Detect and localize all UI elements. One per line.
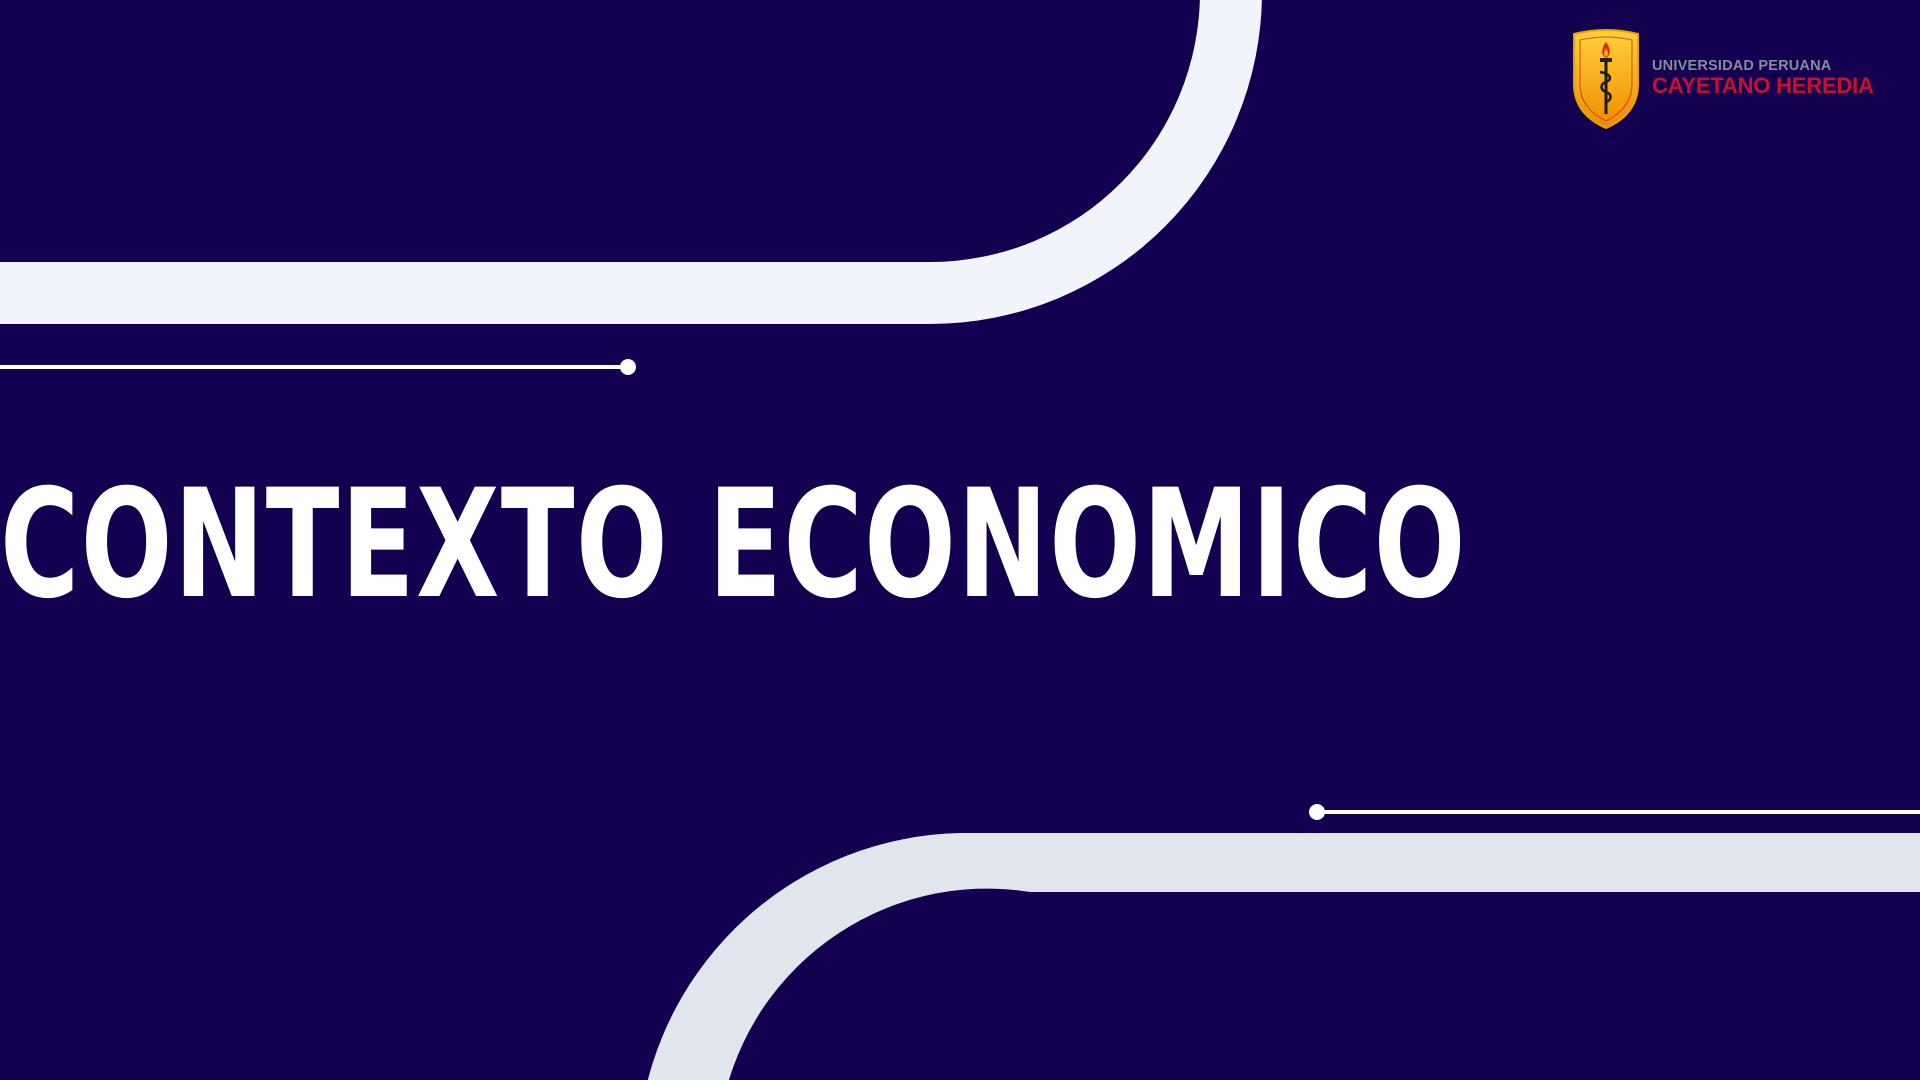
logo-line-1: UNIVERSIDAD PERUANA (1652, 58, 1832, 74)
lower-accent-dot (1309, 804, 1325, 820)
slide-title: CONTEXTO ECONOMICO (0, 458, 1467, 632)
logo-line-2: CAYETANO HEREDIA (1652, 73, 1874, 98)
university-shield-icon (1573, 29, 1639, 130)
upper-curved-band-fill (0, 0, 1262, 324)
university-logo: UNIVERSIDAD PERUANA CAYETANO HEREDIA (1570, 28, 1900, 133)
lower-curved-band (647, 833, 1920, 1080)
upper-accent-dot (620, 359, 636, 375)
